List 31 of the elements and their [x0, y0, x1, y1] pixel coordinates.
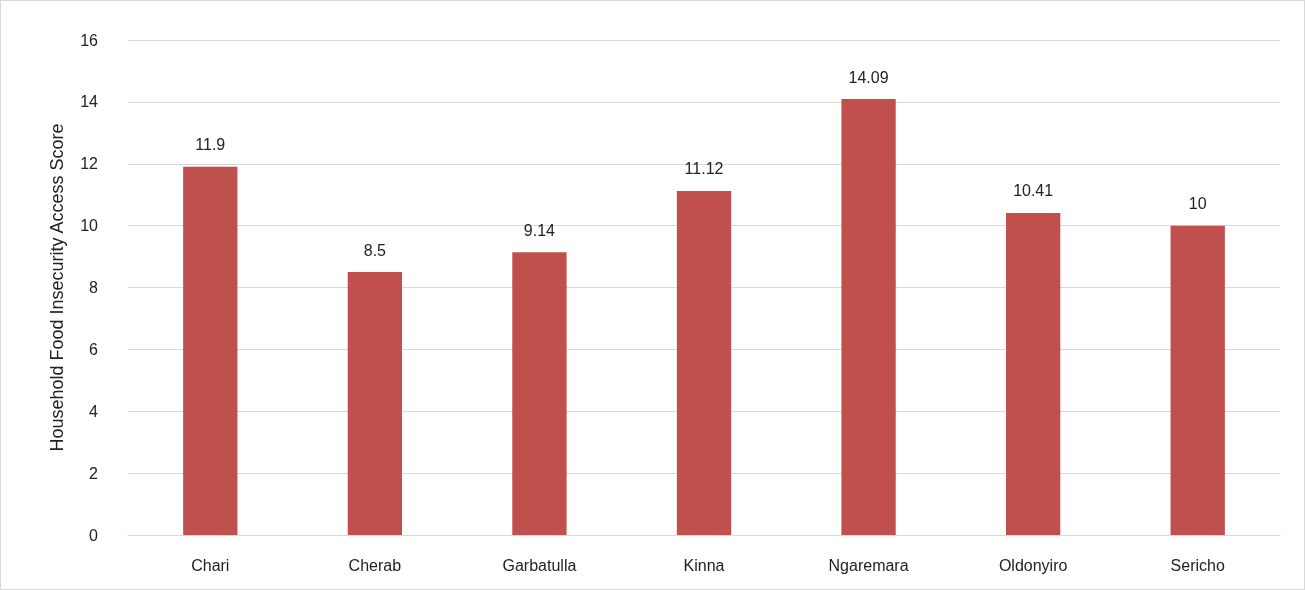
- bar: [183, 166, 238, 535]
- bar: [512, 252, 567, 535]
- y-tick-label: 14: [80, 93, 99, 111]
- data-label: 8.5: [363, 241, 387, 259]
- bar: [841, 99, 896, 535]
- data-label: 10: [1188, 195, 1207, 213]
- x-tick-label: Oldonyiro: [998, 556, 1068, 574]
- y-tick-label: 6: [89, 340, 99, 358]
- bar: [1005, 212, 1061, 535]
- y-tick-label: 0: [89, 526, 99, 544]
- bar: [676, 190, 732, 535]
- bar: [1170, 225, 1225, 535]
- bar: [347, 272, 403, 535]
- y-tick-label: 12: [80, 155, 99, 173]
- y-tick-label: 4: [89, 402, 99, 420]
- y-tick-label: 8: [89, 279, 99, 296]
- x-tick-label: Cherab: [348, 556, 402, 574]
- y-axis-title: Household Food Insecurity Access Score: [47, 123, 67, 452]
- x-tick-label: Chari: [191, 556, 230, 574]
- y-tick-label: 2: [89, 464, 99, 482]
- x-tick-label: Sericho: [1170, 556, 1225, 574]
- x-tick-label: Ngaremara: [828, 556, 909, 574]
- data-label: 9.14: [523, 221, 556, 239]
- data-label: 11.9: [195, 136, 226, 154]
- data-label: 11.12: [684, 160, 724, 178]
- y-tick-label: 10: [80, 217, 99, 235]
- y-tick-label: 16: [80, 31, 99, 49]
- x-tick-label: Kinna: [683, 556, 725, 574]
- data-label: 10.41: [1013, 182, 1054, 200]
- x-tick-label: Garbatulla: [502, 556, 577, 574]
- data-label: 14.09: [848, 68, 889, 86]
